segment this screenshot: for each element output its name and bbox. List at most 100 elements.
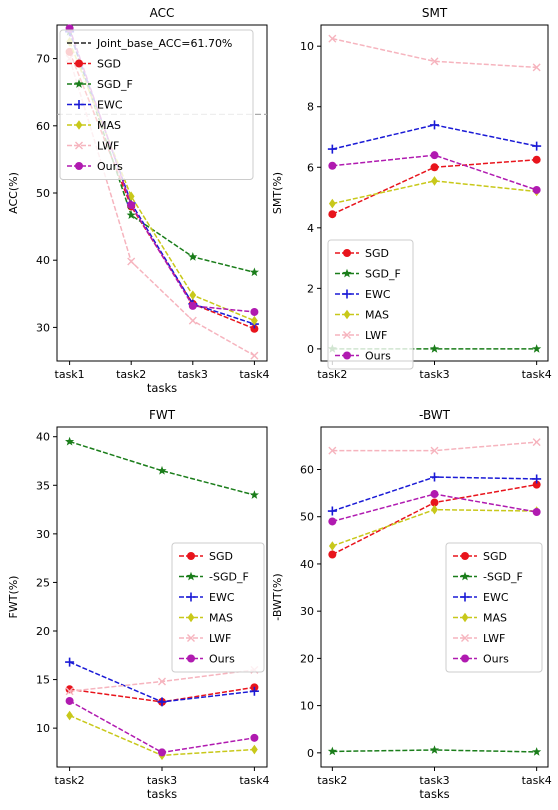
marker-dot	[158, 748, 166, 757]
chart-title: FWT	[149, 408, 176, 422]
marker-dot	[532, 155, 541, 164]
data-point	[158, 748, 166, 757]
marker-x	[188, 316, 197, 325]
x-tick-label: task3	[419, 368, 449, 381]
y-axis-label: -BWT(%)	[271, 573, 284, 620]
legend-item-sgd: SGD	[453, 550, 507, 563]
y-axis-ticks: 0 10 20 30 40 50 60	[300, 464, 321, 760]
legend-marker	[342, 268, 352, 278]
x-tick-label: task2	[116, 368, 146, 381]
series-ours	[65, 696, 259, 757]
data-point	[328, 198, 336, 209]
marker-dot	[430, 151, 439, 160]
legend-item-sgd: SGD	[335, 247, 389, 260]
y-tick-label: 30	[300, 605, 314, 618]
legend-marker	[461, 552, 469, 560]
y-tick-label: 25	[36, 576, 50, 589]
data-point	[65, 696, 74, 705]
chart-title: ACC	[150, 6, 175, 20]
legend-marker	[186, 571, 196, 581]
data-point	[532, 63, 541, 72]
marker-star	[532, 747, 542, 756]
legend-item-mas: MAS	[453, 612, 507, 625]
legend-item-lwf: LWF	[179, 632, 231, 645]
marker-x	[343, 331, 351, 339]
y-tick-label: 50	[36, 187, 50, 200]
marker-dot	[532, 480, 541, 489]
x-axis-ticks: task2 task3 task4	[55, 767, 269, 787]
data-point	[430, 120, 439, 130]
y-tick-label: 40	[36, 431, 50, 444]
legend-item-mas: MAS	[179, 612, 233, 625]
marker-x	[187, 634, 195, 642]
y-tick-label: 60	[300, 464, 314, 477]
data-point	[429, 344, 440, 353]
data-point	[158, 677, 166, 686]
series-sgd-f	[327, 745, 542, 756]
legend-label: EWC	[483, 591, 509, 604]
legend-item-mas: MAS	[67, 119, 121, 132]
x-tick-label: task1	[55, 368, 85, 381]
legend-marker	[75, 120, 83, 130]
x-tick-label: task4	[522, 368, 552, 381]
series-mas	[328, 176, 541, 209]
marker-plus	[157, 697, 167, 707]
marker-star	[327, 746, 337, 756]
legend-label: LWF	[209, 632, 231, 645]
data-point	[249, 686, 259, 696]
marker-x	[430, 57, 439, 66]
x-tick-label: task2	[317, 368, 347, 381]
marker-x	[75, 141, 83, 150]
marker-dot	[328, 161, 337, 170]
legend-item-ewc: EWC	[335, 288, 391, 301]
series-ours	[328, 151, 541, 194]
marker-dot	[127, 201, 136, 210]
data-point	[157, 697, 167, 707]
y-tick-label: 2	[307, 282, 314, 295]
legend-label: SGD	[483, 550, 507, 563]
legend-marker	[187, 612, 195, 623]
data-point	[532, 155, 541, 164]
x-tick-label: task3	[147, 774, 177, 787]
data-point	[532, 438, 541, 447]
marker-star	[532, 344, 542, 353]
legend-label: EWC	[209, 591, 235, 604]
legend-label: LWF	[365, 329, 387, 342]
marker-x	[532, 63, 541, 72]
marker-star	[429, 344, 440, 353]
legend-marker	[342, 289, 352, 299]
marker-x	[328, 446, 337, 455]
legend-marker	[74, 100, 84, 109]
data-point	[250, 307, 259, 316]
x-axis-ticks: task2 task3 task4	[317, 767, 552, 787]
legend-label: SGD_F	[365, 268, 401, 281]
y-tick-label: 20	[36, 625, 50, 638]
legend-label: MAS	[209, 612, 233, 625]
legend-box	[445, 542, 543, 673]
legend-item-sgd: SGD	[67, 58, 121, 71]
series-sgd	[328, 155, 541, 219]
y-tick-label: 6	[307, 161, 314, 174]
marker-diamond	[251, 315, 258, 326]
data-point	[430, 163, 439, 172]
data-point	[532, 480, 541, 489]
legend-marker	[460, 592, 470, 602]
data-point	[328, 161, 337, 170]
data-point	[65, 657, 75, 667]
marker-star	[460, 571, 470, 581]
data-point	[327, 506, 337, 516]
data-point	[127, 191, 135, 202]
legend-marker	[187, 552, 195, 560]
legend: Joint_base_ACC=61.70% SGD SGD_F EWC MAS LWF Ou…	[59, 29, 254, 180]
marker-star	[342, 268, 352, 278]
x-axis-label: tasks	[419, 787, 449, 801]
data-point	[250, 324, 259, 333]
marker-dot	[187, 552, 195, 560]
legend-item-joint: Joint_base_ACC=61.70%	[67, 37, 232, 50]
y-tick-label: 40	[36, 254, 50, 267]
legend-marker	[461, 612, 469, 623]
data-point	[532, 508, 541, 516]
series-line	[332, 37, 537, 69]
data-point	[157, 465, 167, 475]
x-tick-label: task4	[239, 368, 269, 381]
